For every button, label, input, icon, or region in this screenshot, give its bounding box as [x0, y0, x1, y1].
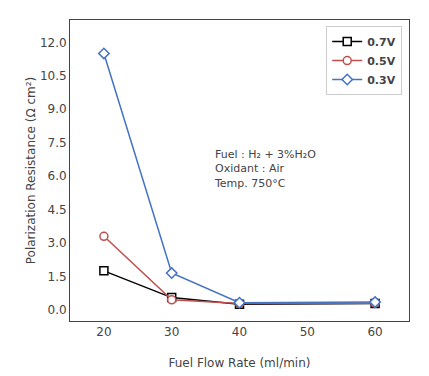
svg-text:0.3V: 0.3V [367, 74, 395, 87]
svg-text:50: 50 [300, 325, 315, 339]
svg-text:9.0: 9.0 [48, 102, 67, 116]
svg-text:0.7V: 0.7V [367, 36, 395, 49]
svg-text:3.0: 3.0 [48, 236, 67, 250]
svg-text:7.5: 7.5 [48, 136, 67, 150]
svg-text:10.5: 10.5 [40, 69, 67, 83]
svg-text:4.5: 4.5 [48, 203, 67, 217]
svg-text:1.5: 1.5 [48, 270, 67, 284]
svg-text:12.0: 12.0 [40, 36, 67, 50]
svg-text:Fuel : H₂ + 3%H₂OOxidant : Air: Fuel : H₂ + 3%H₂OOxidant : AirTemp. 750°… [214, 148, 316, 190]
svg-text:30: 30 [164, 325, 179, 339]
svg-text:6.0: 6.0 [48, 169, 67, 183]
svg-text:40: 40 [232, 325, 247, 339]
svg-text:0.5V: 0.5V [367, 55, 395, 68]
svg-text:Fuel Flow Rate (ml/min): Fuel Flow Rate (ml/min) [169, 356, 311, 370]
svg-text:20: 20 [96, 325, 111, 339]
svg-text:0.0: 0.0 [48, 303, 67, 317]
svg-text:Polarization Resistance (Ω cm²: Polarization Resistance (Ω cm²) [24, 77, 38, 264]
svg-text:60: 60 [367, 325, 382, 339]
